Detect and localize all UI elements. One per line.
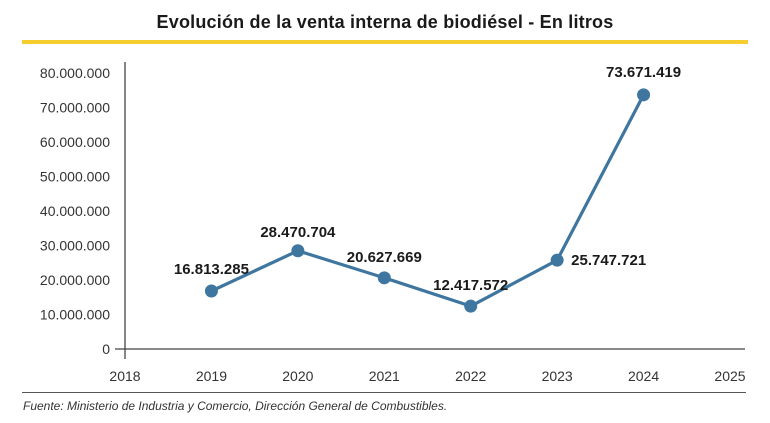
x-tick-label: 2021 [369, 368, 400, 384]
y-tick-label: 40.000.000 [40, 203, 110, 219]
series-line [210, 94, 645, 308]
y-tick-label: 10.000.000 [40, 307, 110, 323]
x-tick-label: 2020 [282, 368, 313, 384]
data-label: 20.627.669 [347, 249, 422, 266]
data-point [204, 284, 218, 298]
footer-divider [22, 392, 746, 393]
y-tick-label: 20.000.000 [40, 272, 110, 288]
y-axis-ticks: 0 10.000.000 20.000.000 30.000.000 40.000.00… [40, 65, 110, 357]
data-label: 12.417.572 [433, 277, 508, 294]
y-tick-label: 30.000.000 [40, 238, 110, 254]
x-tick-label: 2019 [196, 368, 227, 384]
y-tick-label: 80.000.000 [40, 65, 110, 81]
y-tick-label: 50.000.000 [40, 169, 110, 185]
y-tick-label: 70.000.000 [40, 100, 110, 116]
source-note: Fuente: Ministerio de Industria y Comerc… [23, 399, 448, 413]
data-point [377, 271, 391, 285]
series [204, 88, 651, 313]
x-tick-label: 2022 [455, 368, 486, 384]
data-labels: 16.813.285 28.470.704 20.627.669 12.417.572… [174, 64, 681, 294]
data-label: 73.671.419 [606, 64, 681, 81]
chart-title: Evolución de la venta interna de biodiés… [156, 12, 614, 32]
data-label: 28.470.704 [260, 224, 336, 241]
data-label: 16.813.285 [174, 261, 249, 278]
data-point [637, 88, 651, 102]
x-axis-ticks: 2018 2019 2020 2021 2022 2023 2024 2025 [109, 368, 745, 384]
data-point [291, 244, 305, 258]
y-tick-label: 60.000.000 [40, 134, 110, 150]
data-label: 25.747.721 [571, 252, 646, 269]
data-point [550, 253, 564, 267]
x-tick-label: 2018 [109, 368, 140, 384]
y-tick-label: 0 [102, 341, 110, 357]
axes [115, 62, 745, 359]
x-tick-label: 2024 [628, 368, 659, 384]
x-tick-label: 2023 [542, 368, 573, 384]
x-tick-label: 2025 [714, 368, 745, 384]
data-point [464, 299, 478, 313]
title-accent-bar [22, 40, 748, 44]
